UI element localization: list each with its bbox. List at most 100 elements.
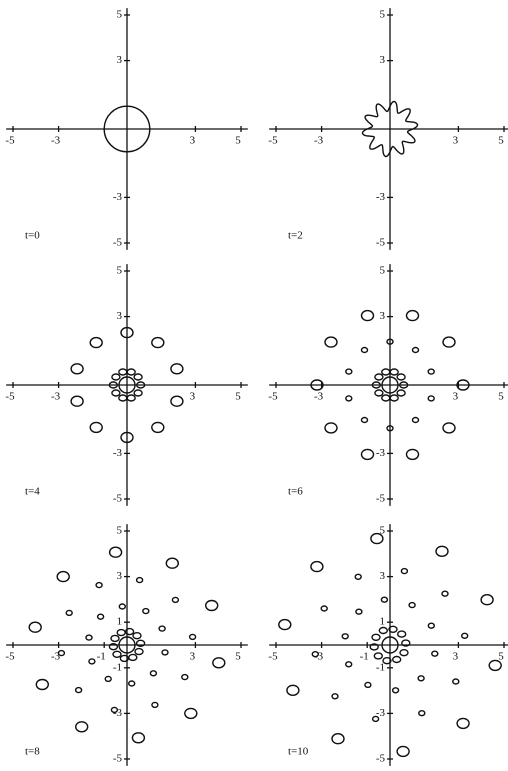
- blob: [396, 745, 410, 758]
- blob: [360, 346, 369, 354]
- blob: [57, 649, 66, 657]
- blob: [442, 336, 456, 348]
- blob: [391, 687, 400, 694]
- blob: [96, 613, 105, 620]
- core: [118, 636, 136, 654]
- blob: [341, 633, 349, 640]
- blob: [373, 652, 383, 660]
- blob: [397, 630, 407, 638]
- blob: [370, 532, 384, 545]
- blob: [310, 560, 324, 573]
- y-tick-label: -3: [376, 191, 386, 203]
- blob: [427, 368, 435, 375]
- y-tick-label: 3: [380, 54, 386, 66]
- blob: [131, 732, 146, 744]
- x-tick-label: 5: [498, 391, 504, 403]
- blob: [134, 647, 144, 656]
- x-tick-label: -1: [97, 651, 106, 663]
- x-tick-label: 5: [235, 135, 241, 147]
- x-tick-label: 3: [190, 135, 196, 147]
- blob: [184, 707, 198, 720]
- blob: [354, 573, 362, 580]
- blob: [149, 670, 158, 677]
- core: [381, 376, 399, 394]
- blob: [158, 625, 166, 632]
- blob: [212, 657, 226, 669]
- blob: [151, 701, 159, 709]
- blob: [135, 381, 146, 389]
- time-label: t=2: [288, 230, 303, 242]
- blob: [456, 717, 470, 730]
- blob: [120, 326, 134, 339]
- x-tick-label: 3: [453, 651, 459, 663]
- blob: [133, 389, 143, 397]
- x-tick-label: -5: [5, 135, 15, 147]
- blob: [461, 632, 469, 639]
- panel: -5 -3 3 5 5 3 -3 -5 t=0: [5, 8, 248, 250]
- blob: [135, 639, 146, 647]
- blob: [418, 710, 426, 717]
- x-tick-label: 3: [453, 391, 459, 403]
- y-tick-label: 3: [380, 310, 386, 322]
- blob: [388, 625, 398, 633]
- y-tick-label: 3: [380, 570, 386, 582]
- x-tick-label: -3: [314, 391, 324, 403]
- blob: [85, 634, 93, 641]
- x-tick-label: -3: [51, 135, 61, 147]
- blob: [108, 546, 123, 558]
- time-label: t=8: [25, 746, 40, 758]
- y-tick-label: -5: [113, 237, 123, 249]
- time-label: t=4: [25, 486, 40, 498]
- time-label: t=6: [288, 486, 303, 498]
- blob: [324, 336, 338, 348]
- time-label: t=10: [288, 746, 309, 758]
- y-tick-label: 1: [117, 616, 123, 628]
- blob: [110, 634, 120, 643]
- blob: [135, 576, 144, 584]
- y-tick-label: 3: [117, 310, 123, 322]
- blob: [88, 658, 96, 665]
- blob: [151, 421, 165, 434]
- blob: [65, 609, 73, 617]
- blob: [360, 448, 375, 461]
- blob: [399, 649, 409, 657]
- y-tick-label: -3: [113, 447, 123, 459]
- blob: [171, 596, 180, 604]
- blob: [127, 680, 136, 687]
- x-tick-label: -1: [360, 651, 369, 663]
- panel: -5 -3 3 5 5 3 -3 -5 t=4: [5, 264, 248, 506]
- y-tick-label: 5: [117, 9, 123, 21]
- panel: -5 -3 3 5 5 3 -3 -5 t=2: [268, 8, 508, 250]
- blob: [408, 601, 416, 609]
- blob: [120, 431, 134, 444]
- y-tick-label: 3: [117, 54, 123, 66]
- blob: [405, 309, 420, 322]
- blob: [126, 394, 136, 402]
- y-tick-label: -3: [376, 707, 386, 719]
- core: [118, 376, 136, 394]
- x-tick-label: -5: [5, 651, 15, 663]
- blob: [286, 684, 300, 696]
- blob: [452, 678, 460, 685]
- blob: [188, 633, 197, 641]
- y-tick-label: -5: [113, 493, 123, 505]
- blob: [181, 673, 189, 681]
- blob: [70, 363, 84, 375]
- blob: [369, 643, 379, 651]
- blob: [165, 557, 180, 569]
- y-tick-label: -5: [376, 237, 386, 249]
- blob: [371, 633, 381, 641]
- blob: [399, 381, 409, 389]
- blob: [104, 675, 112, 683]
- blob: [320, 605, 328, 612]
- x-tick-label: -3: [314, 651, 324, 663]
- blob: [133, 373, 143, 381]
- blob: [111, 373, 121, 381]
- blob: [480, 594, 494, 606]
- y-tick-label: -1: [376, 661, 385, 673]
- blob: [331, 733, 345, 745]
- blob: [170, 363, 184, 375]
- x-tick-label: 3: [453, 135, 459, 147]
- blob: [35, 678, 49, 691]
